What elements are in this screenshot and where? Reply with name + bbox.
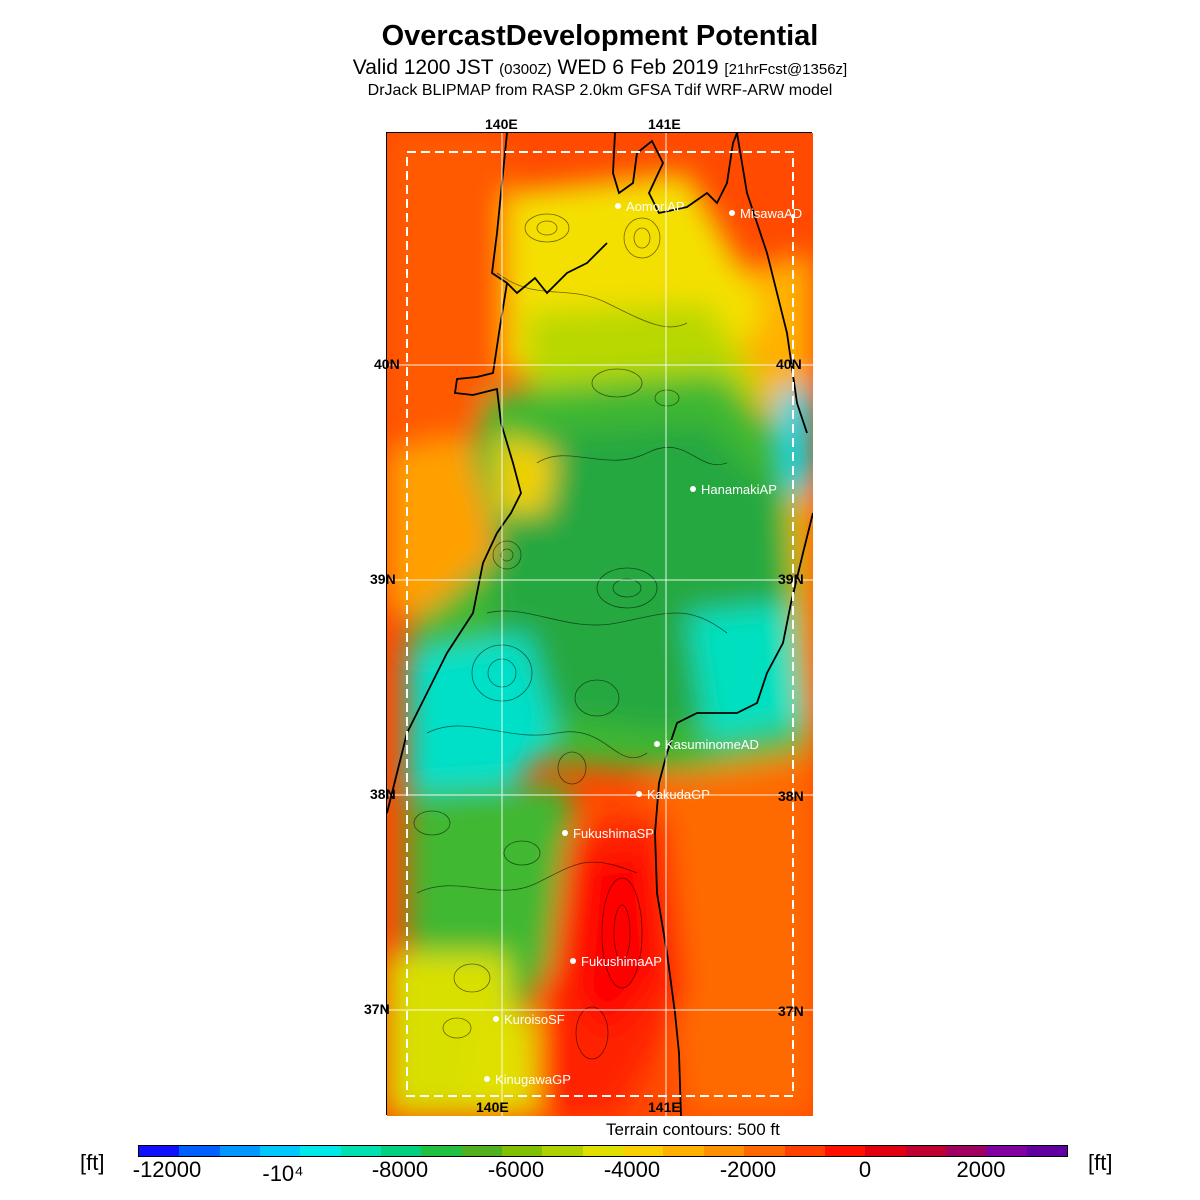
color-swatch — [260, 1146, 301, 1156]
lat-label-left-39n: 39N — [370, 571, 396, 587]
lat-label-right-40n: 40N — [776, 356, 802, 372]
lon-label-top-140e: 140E — [485, 116, 518, 132]
domain-boundary — [406, 151, 794, 1097]
map-title: OvercastDevelopment Potential — [381, 20, 819, 52]
valid-main: Valid 1200 JST — [352, 56, 494, 79]
station-dot — [729, 210, 735, 216]
forecast-info: [21hrFcst@1356z] — [724, 61, 848, 78]
station-dot — [654, 741, 660, 747]
color-swatch — [421, 1146, 462, 1156]
scale-label: 2000 — [956, 1157, 1006, 1182]
station-labels: AomoriAP MisawaAD HanamakiAP KasuminomeA… — [495, 199, 802, 1087]
color-swatch — [542, 1146, 583, 1156]
color-scale-bar — [138, 1145, 1068, 1157]
color-swatch — [1026, 1146, 1067, 1156]
station-dot — [493, 1016, 499, 1022]
color-swatch — [340, 1146, 382, 1156]
station-label-fukushimaap: FukushimaAP — [581, 954, 662, 969]
station-label-kasuminomead: KasuminomeAD — [665, 737, 759, 752]
station-label-hanamakiap: HanamakiAP — [701, 482, 777, 497]
color-swatch — [986, 1146, 1027, 1156]
lon-label-bottom-140e: 140E — [476, 1099, 509, 1115]
lat-lon-grid — [387, 133, 813, 1116]
color-swatch — [744, 1146, 785, 1156]
terrain-contour-note: Terrain contours: 500 ft — [606, 1120, 780, 1139]
color-swatch — [945, 1146, 987, 1156]
color-swatch — [824, 1146, 866, 1156]
station-dot — [562, 830, 568, 836]
coastline — [387, 133, 813, 1116]
scale-label: -4000 — [603, 1157, 661, 1182]
color-swatch — [219, 1146, 261, 1156]
station-dot — [570, 958, 576, 964]
scale-label: -12000 — [132, 1157, 202, 1182]
lat-label-left-40n: 40N — [374, 356, 400, 372]
forecast-map-canvas: AomoriAP MisawaAD HanamakiAP KasuminomeA… — [387, 133, 813, 1116]
color-swatch — [381, 1146, 422, 1156]
scale-label: -2000 — [719, 1157, 777, 1182]
lon-label-top-141e: 141E — [648, 116, 681, 132]
station-label-kuroisosf: KuroisoSF — [504, 1012, 565, 1027]
color-swatch — [703, 1146, 745, 1156]
scale-label: -8000 — [371, 1157, 429, 1182]
valid-date: WED 6 Feb 2019 — [557, 56, 719, 79]
station-dot — [615, 203, 621, 209]
lat-label-left-37n: 37N — [364, 1001, 390, 1017]
station-label-fukushimasp: FukushimaSP — [573, 826, 654, 841]
station-label-kinugawagp: KinugawaGP — [495, 1072, 571, 1087]
scale-label: 0 — [858, 1157, 872, 1182]
color-swatch — [663, 1146, 704, 1156]
lat-label-right-38n: 38N — [778, 788, 804, 804]
lon-label-bottom-141e: 141E — [648, 1099, 681, 1115]
station-label-misawaad: MisawaAD — [740, 206, 802, 221]
unit-label-left: [ft] — [80, 1150, 105, 1175]
forecast-map: AomoriAP MisawaAD HanamakiAP KasuminomeA… — [386, 132, 813, 1116]
valid-zone: (0300Z) — [499, 61, 552, 78]
unit-label-right: [ft] — [1088, 1150, 1113, 1175]
color-swatch — [623, 1146, 664, 1156]
scale-label: -6000 — [487, 1157, 545, 1182]
scale-label: -10⁴ — [262, 1161, 304, 1186]
station-dot — [484, 1076, 490, 1082]
station-markers — [484, 203, 735, 1082]
lat-label-right-39n: 39N — [778, 571, 804, 587]
color-swatch — [179, 1146, 220, 1156]
color-swatch — [582, 1146, 624, 1156]
model-description: DrJack BLIPMAP from RASP 2.0km GFSA Tdif… — [367, 82, 833, 99]
valid-time: Valid 1200 JST (0300Z) WED 6 Feb 2019 [2… — [0, 56, 1200, 80]
station-label-aomoriap: AomoriAP — [626, 199, 685, 214]
color-swatch — [139, 1146, 180, 1156]
station-dot — [636, 791, 642, 797]
color-swatch — [784, 1146, 825, 1156]
color-swatch — [905, 1146, 946, 1156]
station-dot — [690, 486, 696, 492]
lat-label-left-38n: 38N — [370, 786, 396, 802]
color-swatch — [461, 1146, 503, 1156]
station-label-kakudagp: KakudaGP — [647, 787, 710, 802]
lat-label-right-37n: 37N — [778, 1003, 804, 1019]
color-swatch — [865, 1146, 906, 1156]
color-swatch — [502, 1146, 543, 1156]
color-swatch — [300, 1146, 341, 1156]
